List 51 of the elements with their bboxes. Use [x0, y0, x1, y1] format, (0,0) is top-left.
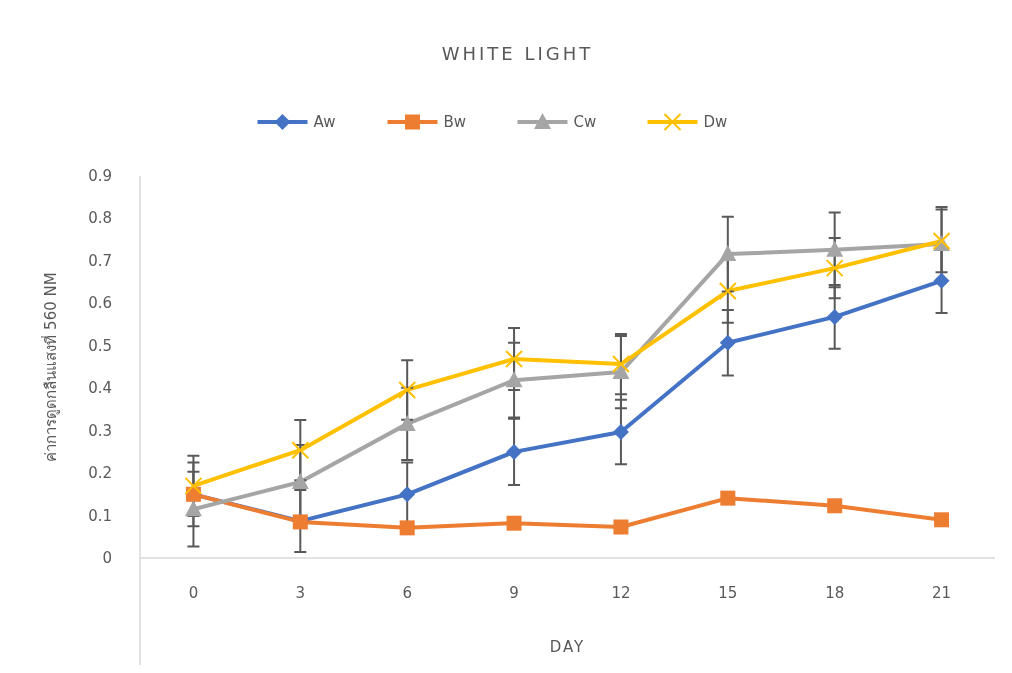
point	[612, 423, 629, 440]
y-tick-label: 0.4	[88, 379, 112, 398]
point	[506, 515, 522, 531]
point	[506, 443, 523, 460]
point	[719, 245, 737, 262]
point	[184, 500, 202, 517]
legend-label: Aw	[313, 113, 336, 131]
legend-label: Bw	[443, 113, 467, 131]
point	[827, 498, 843, 514]
point	[505, 349, 524, 368]
point	[291, 441, 310, 460]
point	[291, 473, 309, 490]
y-tick-label: 0.7	[88, 251, 112, 270]
point	[720, 490, 736, 506]
x-tick-label: 0	[188, 584, 199, 602]
legend-label: Dw	[703, 113, 728, 131]
x-tick-label: 9	[509, 584, 519, 602]
point	[825, 259, 844, 278]
point	[826, 308, 843, 325]
y-tick-label: 0.8	[88, 209, 112, 228]
point	[505, 371, 523, 388]
x-axis-title: DAY	[549, 638, 586, 656]
point	[184, 476, 203, 495]
x-tick-label: 15	[718, 584, 738, 602]
point	[719, 334, 736, 351]
y-tick-label: 0.2	[88, 464, 112, 483]
x-tick-label: 21	[932, 584, 952, 602]
y-tick-label: 0.6	[88, 294, 112, 313]
x-tick-label: 12	[611, 584, 631, 602]
point	[718, 282, 737, 301]
y-tick-label: 0.5	[88, 336, 112, 355]
legend-label: Cw	[573, 113, 597, 131]
chart-title: WHITE LIGHT	[441, 43, 594, 64]
y-axis-title: ค่าการดูดกลืนแสงที่ 560 NM	[40, 272, 60, 462]
x-tick-label: 3	[295, 584, 306, 602]
x-tick-label: 6	[402, 584, 412, 602]
point	[934, 512, 950, 528]
point	[613, 519, 629, 535]
point	[933, 272, 950, 289]
point	[399, 486, 416, 503]
y-tick-label: 0.3	[88, 421, 112, 440]
point	[611, 355, 630, 374]
x-tick-label: 18	[825, 584, 845, 602]
point	[399, 520, 415, 536]
y-tick-label: 0.1	[88, 506, 112, 525]
point	[398, 414, 416, 431]
point	[612, 363, 630, 380]
point	[398, 380, 417, 399]
point	[826, 240, 844, 257]
y-tick-label: 0	[102, 549, 112, 567]
y-tick-label: 0.9	[88, 167, 112, 185]
